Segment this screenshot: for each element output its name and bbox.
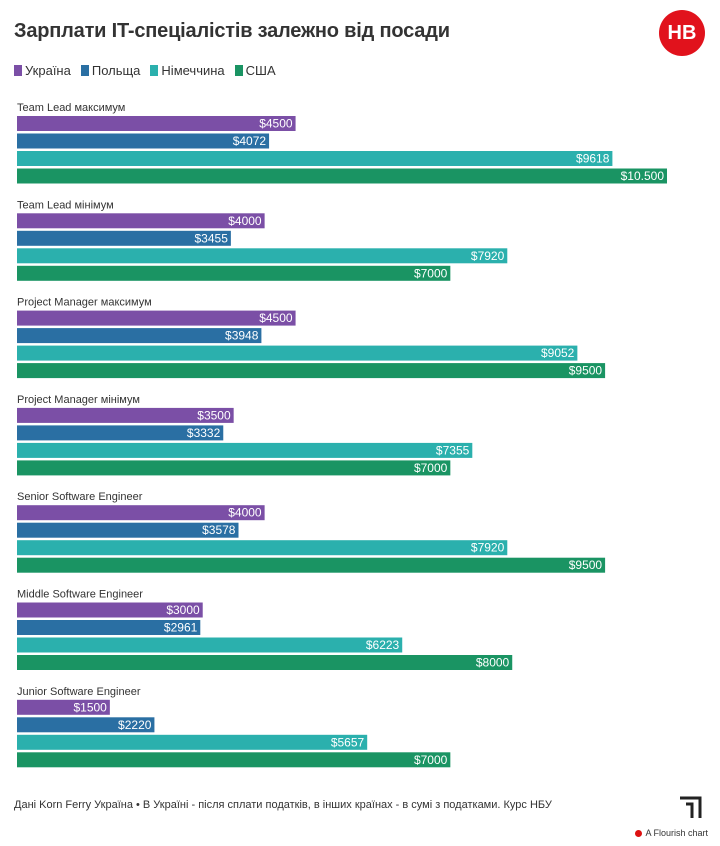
flourish-credit[interactable]: A Flourish chart	[635, 828, 708, 838]
bar-value-label: $4500	[259, 311, 293, 325]
bar-value-label: $3948	[225, 329, 259, 343]
bar[interactable]	[17, 230, 231, 246]
legend-swatch	[80, 65, 89, 76]
bar[interactable]	[17, 345, 578, 361]
bar[interactable]	[17, 168, 667, 184]
bar[interactable]	[17, 328, 262, 344]
bar-value-label: $3000	[166, 603, 200, 617]
bar-value-label: $8000	[476, 656, 510, 670]
bar-value-label: $7920	[471, 541, 505, 555]
bar-value-label: $10.500	[621, 169, 665, 183]
category-label: Project Manager мінімум	[17, 394, 140, 406]
bar-value-label: $2961	[164, 621, 198, 635]
legend-label: Німеччина	[161, 63, 225, 78]
bar-value-label: $4072	[233, 134, 267, 148]
bar[interactable]	[17, 116, 296, 131]
bar-value-label: $9500	[569, 558, 603, 572]
bar-value-label: $3500	[197, 408, 231, 422]
bar[interactable]	[17, 460, 451, 476]
bar-value-label: $3455	[195, 231, 229, 245]
bar[interactable]	[17, 442, 473, 458]
bar-value-label: $4000	[228, 214, 262, 228]
chart-title: Зарплати IT-спеціалістів залежно від пос…	[14, 20, 450, 42]
bar[interactable]	[17, 213, 265, 229]
flourish-brand-icon	[680, 796, 702, 818]
legend-label: Польща	[91, 63, 141, 78]
legend-item-poland[interactable]: Польща	[80, 63, 141, 78]
bar[interactable]	[17, 133, 270, 149]
bar[interactable]	[17, 363, 606, 379]
bar[interactable]	[17, 557, 606, 573]
bar-value-label: $9618	[576, 152, 610, 166]
legend-swatch	[14, 65, 22, 76]
flourish-label: A Flourish chart	[645, 828, 708, 838]
bar[interactable]	[17, 310, 296, 326]
category-label: Middle Software Engineer	[17, 589, 143, 601]
legend-item-germany[interactable]: Німеччина	[150, 63, 225, 78]
bar[interactable]	[17, 655, 513, 670]
legend-label: США	[245, 63, 276, 78]
bar-value-label: $3332	[187, 426, 221, 440]
legend-swatch	[234, 65, 243, 76]
bar[interactable]	[17, 265, 451, 281]
legend: Україна Польща Німеччина США	[14, 63, 276, 78]
legend-swatch	[150, 65, 159, 76]
bar[interactable]	[17, 522, 239, 538]
bar-value-label: $7355	[436, 443, 470, 457]
nv-logo[interactable]: НВ	[659, 10, 705, 56]
bar[interactable]	[17, 734, 368, 750]
category-label: Project Manager максимум	[17, 297, 152, 309]
bar[interactable]	[17, 699, 110, 715]
legend-item-ukraine[interactable]: Україна	[14, 63, 71, 78]
bar[interactable]	[17, 637, 403, 653]
bar[interactable]	[17, 151, 613, 166]
category-label: Team Lead максимум	[17, 102, 125, 114]
bar-value-label: $7000	[414, 753, 448, 767]
bar[interactable]	[17, 602, 203, 618]
bar-chart: Team Lead максимум $4500 $4072 $9618 $10.500…	[17, 102, 667, 768]
bar-value-label: $6223	[366, 638, 400, 652]
bar-value-label: $4000	[228, 506, 262, 520]
legend-item-usa[interactable]: США	[234, 63, 276, 78]
bar-value-label: $9052	[541, 346, 575, 360]
bar[interactable]	[17, 505, 265, 521]
bar-value-label: $7000	[414, 266, 448, 280]
bar[interactable]	[17, 717, 155, 733]
bar-value-label: $1500	[73, 700, 107, 714]
flourish-dot-icon	[635, 829, 643, 837]
source-note: Дані Korn Ferry Україна • В Україні - пі…	[14, 799, 552, 811]
bar-value-label: $9500	[569, 364, 603, 378]
bar[interactable]	[17, 407, 234, 423]
legend-label: Україна	[25, 63, 71, 78]
category-label: Junior Software Engineer	[17, 686, 141, 698]
bar[interactable]	[17, 620, 201, 635]
bar-value-label: $4500	[259, 117, 293, 131]
bar-value-label: $3578	[202, 523, 236, 537]
bar[interactable]	[17, 540, 508, 556]
category-label: Team Lead мінімум	[17, 199, 114, 211]
bar[interactable]	[17, 248, 508, 264]
bar-value-label: $7920	[471, 249, 505, 263]
bar-value-label: $7000	[414, 461, 448, 475]
bar[interactable]	[17, 752, 451, 768]
bar-value-label: $5657	[331, 735, 365, 749]
bar[interactable]	[17, 425, 224, 441]
category-label: Senior Software Engineer	[17, 491, 143, 503]
bar-value-label: $2220	[118, 718, 152, 732]
